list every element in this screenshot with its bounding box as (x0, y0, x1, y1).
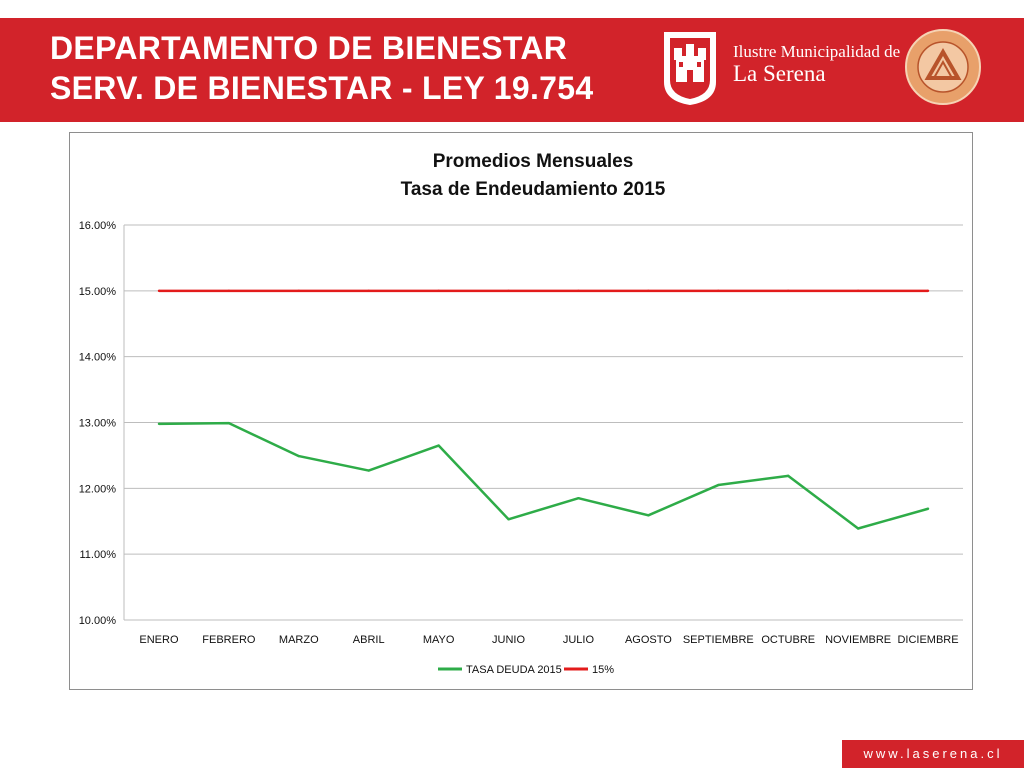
data-point (437, 444, 440, 447)
x-tick-label: MARZO (279, 634, 319, 646)
chart-series (157, 289, 930, 530)
x-tick-label: NOVIEMBRE (825, 634, 891, 646)
data-point (926, 289, 930, 293)
y-tick-label: 10.00% (79, 615, 117, 627)
x-axis-tick-labels: ENERO FEBRERO MARZO ABRIL MAYO JUNIO JULIO AGOS… (139, 634, 958, 646)
data-point (647, 289, 650, 293)
data-point (577, 497, 580, 500)
y-tick-label: 15.00% (79, 286, 117, 298)
legend-label: 15% (592, 664, 614, 676)
x-tick-label: MAYO (423, 634, 455, 646)
x-tick-label: ENERO (139, 634, 179, 646)
y-tick-label: 13.00% (79, 418, 117, 430)
data-point (577, 289, 580, 293)
chart-gridlines (123, 224, 963, 621)
data-point (856, 289, 860, 293)
legend-label: TASA DEUDA 2015 (466, 664, 562, 676)
y-tick-label: 11.00% (80, 549, 117, 561)
data-point (227, 289, 231, 293)
x-tick-label: DICIEMBRE (897, 634, 958, 646)
chart-title-line1: Promedios Mensuales (433, 151, 634, 172)
data-point (647, 514, 650, 517)
data-point (297, 289, 300, 293)
data-point (297, 454, 300, 458)
line-chart: Promedios Mensuales Tasa de Endeudamient… (79, 151, 963, 676)
y-tick-label: 12.00% (79, 483, 117, 495)
y-axis-tick-labels: 16.00% 15.00% 14.00% 13.00% 12.00% 11.00% 10.0… (79, 220, 117, 627)
x-tick-label: SEPTIEMBRE (683, 634, 754, 646)
data-point (787, 289, 790, 293)
x-tick-label: ABRIL (353, 634, 385, 646)
x-tick-label: JULIO (563, 634, 595, 646)
municipal-crest-logo (664, 32, 716, 106)
municipality-line2: La Serena (733, 61, 826, 86)
data-point (157, 422, 161, 426)
data-point (367, 289, 370, 293)
data-point (507, 289, 510, 293)
x-tick-label: JUNIO (492, 634, 525, 646)
data-point (717, 483, 720, 487)
footer-bar: www.laserena.cl (842, 740, 1024, 768)
page-title: DEPARTAMENTO DE BIENESTAR SERV. DE BIENE… (50, 28, 593, 108)
series-line-0 (158, 421, 929, 530)
data-point (227, 421, 231, 425)
header-banner: DEPARTAMENTO DE BIENESTAR SERV. DE BIENE… (0, 18, 1024, 122)
data-point (926, 507, 930, 510)
welfare-service-seal-logo (905, 29, 981, 105)
data-point (437, 289, 440, 293)
y-tick-label: 16.00% (79, 220, 117, 232)
y-tick-label: 14.00% (79, 352, 117, 364)
website-url: www.laserena.cl (863, 746, 1003, 761)
data-point (367, 469, 370, 472)
municipality-line1: Ilustre Municipalidad de (733, 42, 901, 61)
x-tick-label: AGOSTO (625, 634, 672, 646)
data-point (856, 527, 860, 530)
data-point (787, 474, 790, 478)
chart-title-line2: Tasa de Endeudamiento 2015 (401, 179, 666, 200)
data-point (507, 518, 510, 521)
municipality-name: Ilustre Municipalidad de La Serena (733, 42, 900, 87)
x-tick-label: OCTUBRE (761, 634, 815, 646)
data-point (157, 289, 161, 293)
chart-container: Promedios Mensuales Tasa de Endeudamient… (69, 132, 973, 690)
page-title-line2: SERV. DE BIENESTAR - LEY 19.754 (50, 70, 594, 106)
page-title-line1: DEPARTAMENTO DE BIENESTAR (50, 30, 568, 66)
x-tick-label: FEBRERO (202, 634, 256, 646)
chart-legend: TASA DEUDA 2015 15% (438, 664, 614, 676)
data-point (717, 289, 720, 293)
